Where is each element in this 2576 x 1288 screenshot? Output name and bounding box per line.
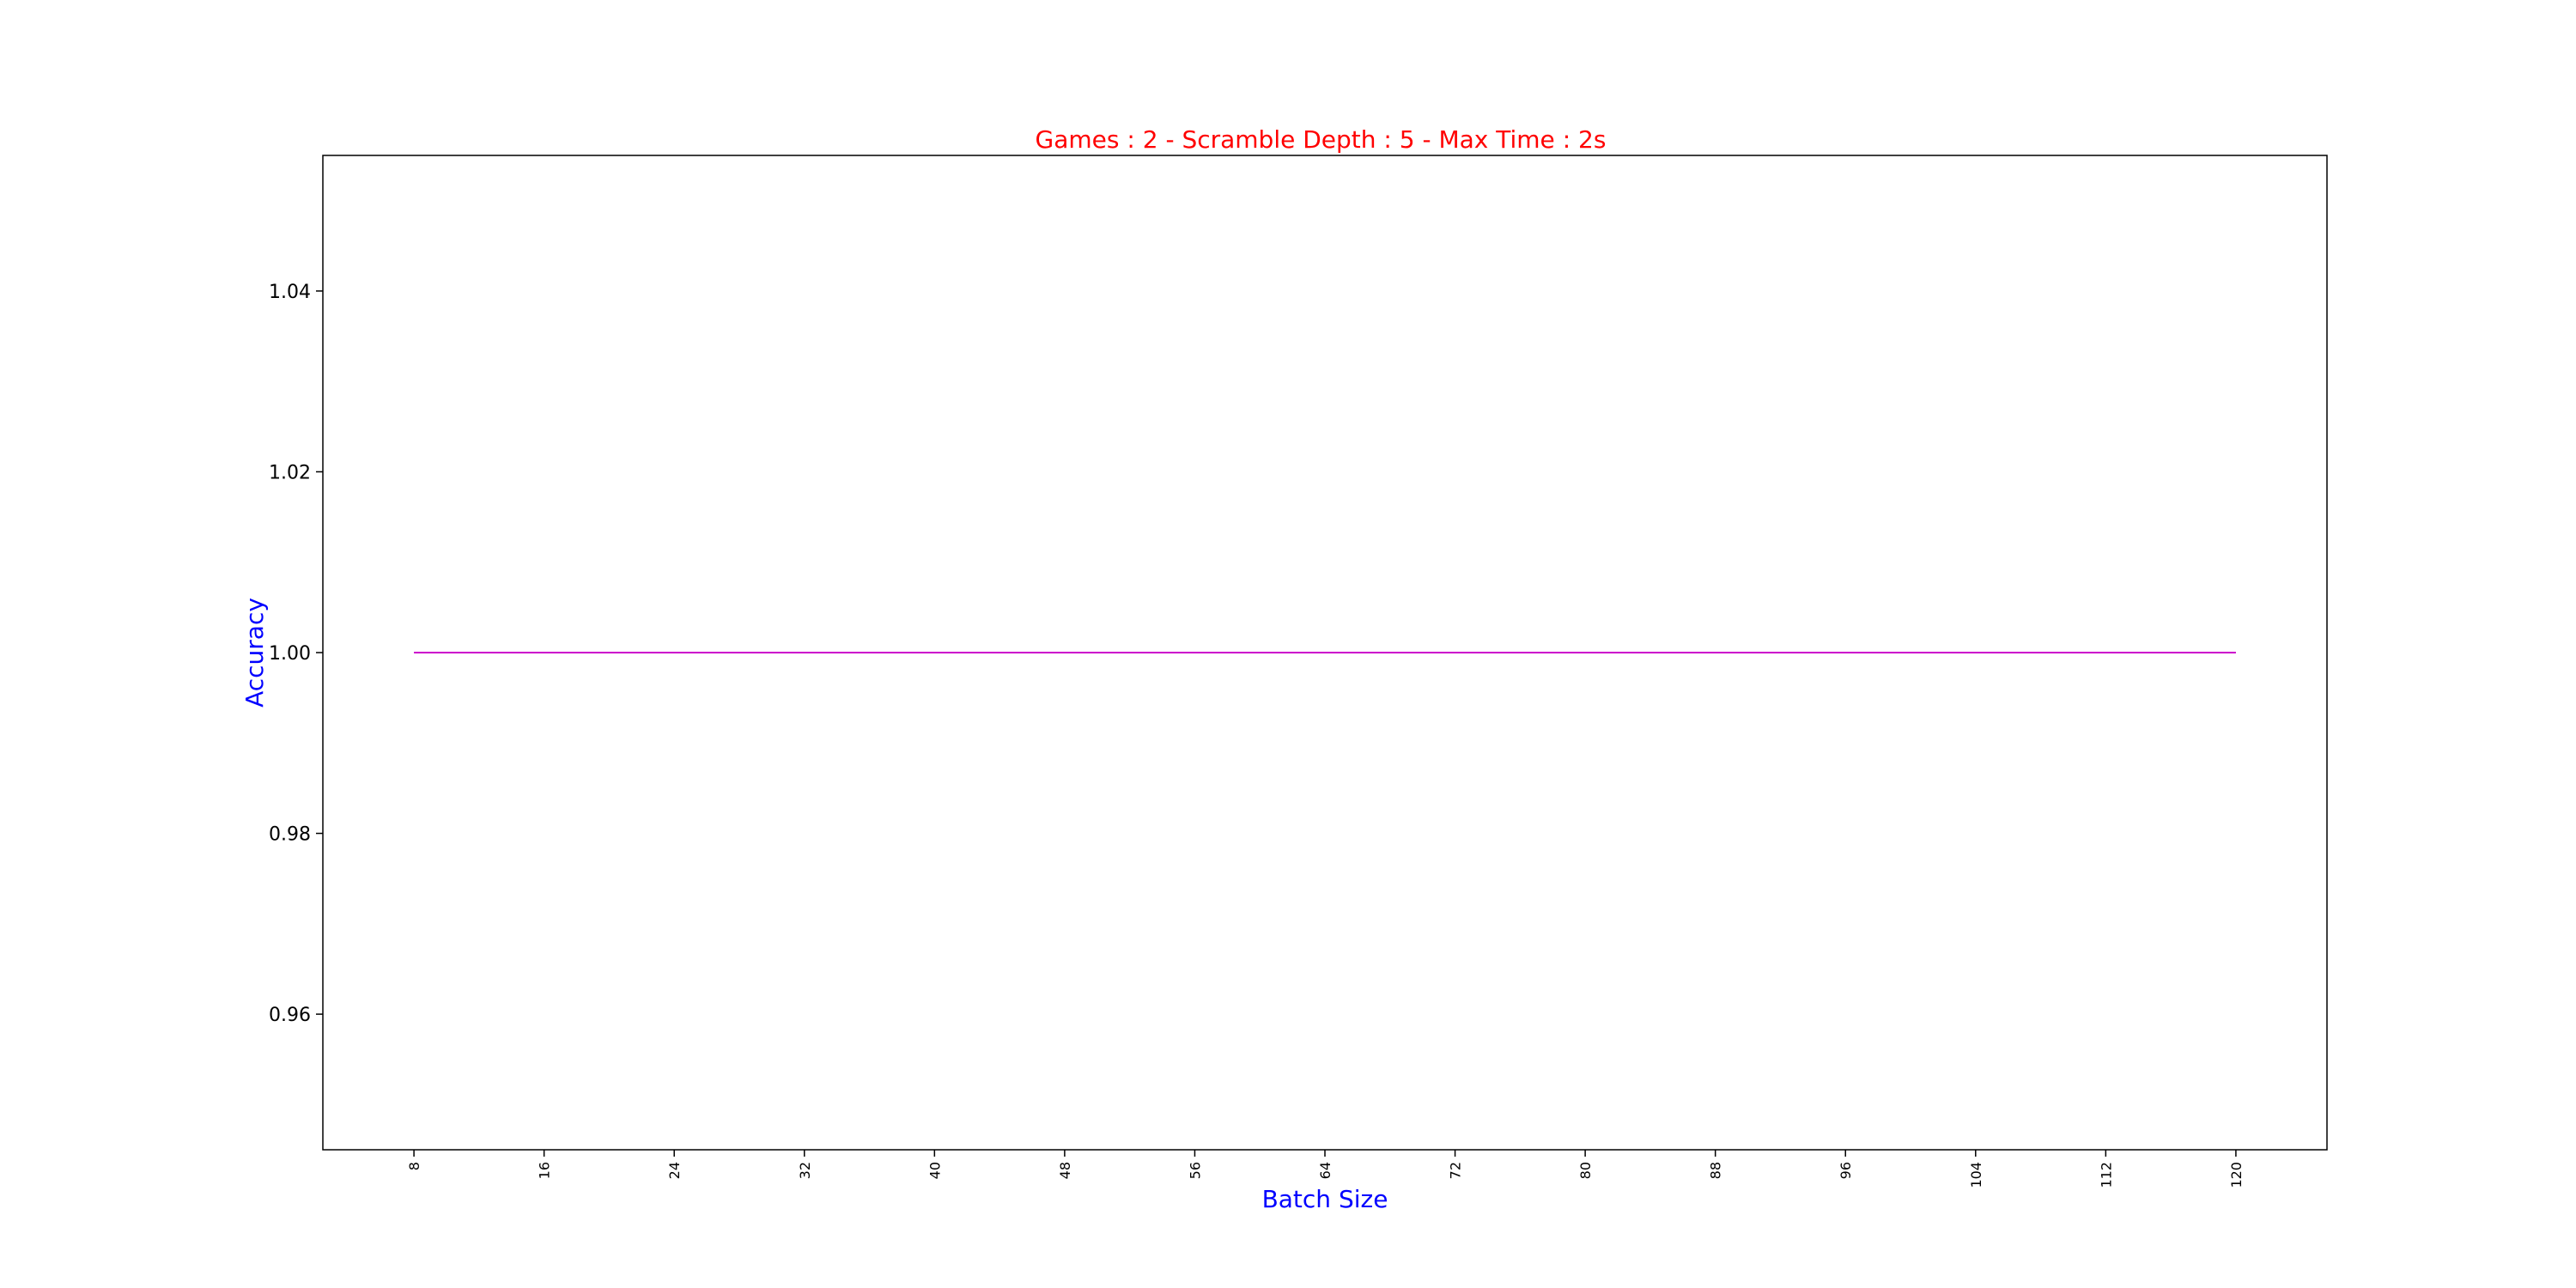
x-tick-label: 16 — [537, 1162, 553, 1179]
x-tick-label: 96 — [1838, 1162, 1854, 1179]
y-axis-label: Accuracy — [240, 598, 269, 708]
y-tick-label: 0.96 — [269, 1005, 311, 1026]
x-tick-label: 32 — [797, 1162, 813, 1179]
y-tick-label: 1.02 — [269, 462, 311, 483]
x-tick-label: 64 — [1317, 1162, 1334, 1179]
y-tick-label: 1.00 — [269, 643, 311, 665]
x-axis-label: Batch Size — [1262, 1185, 1388, 1213]
x-tick-label: 56 — [1187, 1162, 1203, 1179]
chart-title: Games : 2 - Scramble Depth : 5 - Max Tim… — [1036, 125, 1607, 154]
x-axis: 8 16 24 32 40 48 56 64 72 80 88 96 104 112 120 — [406, 1150, 2245, 1188]
x-tick-label: 120 — [2228, 1162, 2245, 1188]
y-tick-label: 0.98 — [269, 824, 311, 846]
x-tick-label: 48 — [1057, 1162, 1073, 1179]
x-tick-label: 88 — [1708, 1162, 1724, 1179]
x-tick-label: 72 — [1448, 1162, 1464, 1179]
x-tick-label: 40 — [927, 1162, 943, 1179]
x-tick-label: 80 — [1577, 1162, 1594, 1179]
y-tick-label: 1.04 — [269, 282, 311, 303]
x-tick-label: 8 — [406, 1162, 422, 1170]
x-tick-label: 24 — [666, 1162, 683, 1179]
x-tick-label: 112 — [2098, 1162, 2114, 1188]
y-axis: 0.96 0.98 1.00 1.02 1.04 — [269, 282, 323, 1026]
x-tick-label: 104 — [1968, 1162, 1984, 1188]
